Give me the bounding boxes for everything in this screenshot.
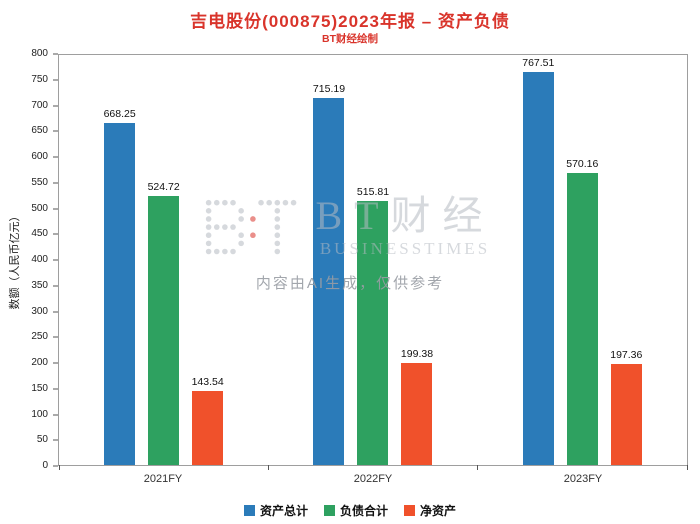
y-tick-label: 800	[31, 48, 48, 59]
x-tick-label: 2022FY	[353, 473, 393, 485]
bar-净资产-2021FY: 143.54	[192, 376, 224, 465]
bar-负债合计-2023FY: 570.16	[566, 158, 598, 465]
legend: 资产总计 负债合计 净资产	[0, 502, 700, 519]
bar-value-label: 197.36	[610, 348, 643, 361]
y-tick-mark	[53, 79, 58, 81]
bar-group-2023FY: 767.51 570.16 197.36	[478, 55, 687, 465]
y-tick-label: 650	[31, 125, 48, 137]
x-axis-labels: 2021FY 2022FY 2023FY	[58, 473, 688, 485]
y-tick-label: 250	[31, 331, 48, 343]
legend-item-负债合计: 负债合计	[323, 502, 388, 519]
y-tick-mark	[53, 362, 58, 364]
y-tick-mark	[53, 311, 58, 312]
y-tick-mark	[53, 285, 58, 287]
y-tick-label: 500	[31, 202, 48, 214]
y-tick-label: 200	[31, 357, 48, 368]
bar-value-label: 668.25	[103, 107, 136, 120]
y-tick-label: 0	[42, 460, 48, 471]
y-tick-mark	[53, 465, 58, 467]
y-tick-label: 450	[31, 228, 48, 240]
y-tick-mark	[53, 439, 58, 441]
bar-资产总计-2021FY: 668.25	[104, 108, 136, 465]
bar-value-label: 199.38	[400, 347, 434, 360]
x-tick-mark	[267, 465, 269, 470]
bar-负债合计-2021FY: 524.72	[148, 181, 180, 465]
x-tick-mark	[686, 465, 688, 470]
x-tick-mark	[477, 465, 479, 470]
bar-净资产-2022FY: 199.38	[401, 348, 433, 465]
y-tick-label: 150	[31, 382, 48, 394]
bar-groups: 668.25 524.72 143.54 715.19 515.81 199.38 767.…	[59, 55, 687, 465]
y-tick-mark	[53, 388, 58, 390]
legend-item-资产总计: 资产总计	[243, 502, 308, 519]
legend-label: 净资产	[420, 504, 457, 518]
y-tick-mark	[53, 156, 58, 158]
y-tick-mark	[53, 182, 58, 184]
legend-swatch	[404, 505, 415, 516]
x-tick-label: 2023FY	[563, 473, 603, 485]
y-tick-label: 100	[31, 408, 48, 420]
bar-value-label: 524.72	[147, 181, 180, 194]
chart-title: 吉电股份(000875)2023年报 – 资产负债	[190, 12, 510, 31]
bar-value-label: 515.81	[356, 185, 390, 198]
bar-资产总计-2023FY: 767.51	[522, 57, 554, 465]
y-tick-mark	[53, 414, 58, 415]
y-tick-label: 600	[31, 151, 48, 162]
bar-value-label: 715.19	[312, 83, 346, 96]
y-tick-mark	[53, 259, 58, 261]
bar-value-label: 570.16	[566, 157, 599, 170]
y-tick-mark	[53, 336, 58, 338]
bar-负债合计-2022FY: 515.81	[357, 186, 389, 465]
legend-label: 负债合计	[339, 504, 388, 518]
y-axis-ticks: 0 50 100 150 200 250 300 350 400 450 500 550 600 650 7…	[0, 49, 58, 471]
y-tick-mark	[53, 233, 58, 235]
legend-label: 资产总计	[259, 504, 308, 518]
y-tick-mark	[53, 53, 58, 55]
y-tick-label: 350	[31, 279, 48, 291]
y-tick-mark	[53, 130, 58, 132]
legend-item-净资产: 净资产	[404, 502, 456, 519]
y-tick-label: 300	[31, 305, 48, 317]
bar-group-2022FY: 715.19 515.81 199.38	[268, 55, 477, 465]
bar-value-label: 143.54	[191, 376, 224, 389]
y-tick-mark	[53, 208, 58, 209]
bar-净资产-2023FY: 197.36	[610, 349, 642, 465]
legend-swatch	[243, 505, 255, 516]
chart-subtitle: BT财经绘制	[322, 33, 378, 45]
y-tick-label: 750	[31, 73, 48, 85]
plot-area: 668.25 524.72 143.54 715.19 515.81 199.38 767.…	[58, 54, 688, 470]
y-tick-label: 550	[31, 176, 48, 188]
x-tick-label: 2021FY	[143, 473, 183, 485]
y-tick-label: 50	[36, 434, 48, 446]
y-tick-label: 400	[31, 254, 48, 265]
x-tick-mark	[58, 465, 60, 470]
y-tick-label: 700	[31, 99, 48, 111]
bar-group-2021FY: 668.25 524.72 143.54	[59, 55, 268, 465]
legend-swatch	[323, 505, 335, 516]
bar-资产总计-2022FY: 715.19	[313, 83, 345, 465]
bar-value-label: 767.51	[522, 56, 555, 69]
y-tick-mark	[53, 105, 58, 106]
